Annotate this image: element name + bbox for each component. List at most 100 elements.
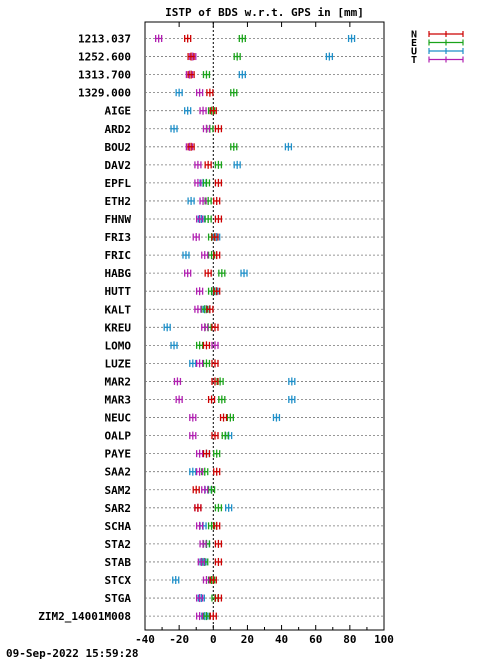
marker-n [214, 557, 223, 566]
station-label: SAA2 [105, 466, 132, 479]
marker-n [204, 160, 212, 169]
marker-n [214, 539, 223, 548]
marker-t [195, 215, 204, 223]
x-tick-label: -20 [169, 633, 189, 646]
marker-t [195, 594, 204, 603]
marker-n [219, 413, 228, 422]
station-label: ARD2 [105, 123, 132, 136]
station-label: FRI3 [105, 231, 132, 244]
station-label: STCX [105, 574, 132, 587]
station-label: STA2 [105, 538, 132, 551]
marker-n [204, 269, 212, 278]
marker-u [284, 142, 293, 151]
station-label: DAV2 [105, 159, 132, 172]
marker-n [202, 449, 211, 458]
marker-t [173, 377, 182, 386]
station-label: HUTT [105, 285, 132, 298]
marker-n [213, 196, 221, 205]
station-label: 1329.000 [78, 87, 131, 100]
marker-e [202, 612, 211, 621]
marker-u [347, 34, 356, 43]
marker-e [233, 52, 241, 61]
x-tick-label: 60 [309, 633, 322, 646]
marker-n [213, 521, 221, 530]
station-label: MAR3 [105, 394, 132, 407]
marker-e [218, 395, 226, 404]
station-label: LOMO [105, 339, 132, 352]
marker-u [272, 413, 281, 422]
station-label: 1313.700 [78, 69, 131, 82]
marker-n [207, 395, 216, 404]
marker-e [221, 431, 229, 440]
marker-n [214, 124, 223, 133]
marker-n [192, 485, 200, 494]
marker-n [184, 34, 192, 43]
marker-e [230, 142, 238, 151]
station-label: EPFL [105, 177, 132, 190]
marker-n [209, 106, 217, 115]
marker-u [288, 395, 296, 404]
marker-u [240, 269, 248, 278]
marker-t [201, 485, 209, 494]
marker-t [189, 413, 197, 422]
marker-u [170, 124, 178, 133]
station-label: LUZE [105, 357, 132, 370]
legend-label: U [411, 47, 417, 58]
station-label: KREU [105, 321, 132, 334]
marker-u [184, 106, 192, 115]
marker-t [194, 160, 202, 169]
x-tick-label: 80 [343, 633, 356, 646]
marker-n [187, 142, 195, 151]
marker-u [187, 196, 195, 205]
marker-n [211, 431, 219, 440]
marker-u [233, 160, 241, 169]
marker-n [209, 612, 217, 621]
x-tick-label: 100 [374, 633, 394, 646]
marker-t [195, 359, 204, 368]
marker-t [194, 178, 202, 187]
marker-u [175, 88, 183, 97]
station-label: SAM2 [105, 484, 132, 497]
marker-t [201, 323, 209, 332]
marker-t [195, 287, 204, 296]
marker-n [214, 215, 223, 223]
marker-u [189, 359, 197, 368]
station-label: HABG [105, 267, 132, 280]
marker-n [211, 233, 219, 242]
marker-u [189, 467, 197, 476]
marker-e [202, 70, 211, 79]
marker-n [202, 341, 211, 350]
marker-t [195, 88, 204, 97]
plot-frame [144, 21, 385, 631]
marker-e [214, 503, 223, 512]
station-label: BOU2 [105, 141, 132, 154]
marker-e [202, 178, 211, 187]
marker-t [195, 467, 204, 476]
station-label: 1252.600 [78, 51, 131, 64]
marker-u [163, 323, 171, 332]
timestamp-footer: 09-Sep-2022 15:59:28 [6, 647, 139, 660]
marker-n [213, 251, 221, 260]
marker-n [211, 377, 219, 386]
marker-e [213, 449, 221, 458]
marker-t [199, 539, 207, 548]
legend-label: E [411, 38, 417, 49]
station-label: STGA [105, 592, 132, 605]
legend-label: T [411, 55, 417, 66]
marker-n [187, 52, 195, 61]
station-label: STAB [105, 556, 132, 569]
station-label: ETH2 [105, 195, 132, 208]
marker-n [206, 305, 214, 314]
marker-n [213, 287, 221, 296]
marker-u [172, 576, 180, 584]
marker-t [184, 269, 192, 278]
marker-e [214, 160, 223, 169]
marker-t [197, 557, 205, 566]
marker-n [214, 594, 223, 603]
marker-t [195, 449, 204, 458]
marker-u [170, 341, 178, 350]
marker-n [209, 576, 217, 584]
station-label: ZIM2_14001M008 [38, 610, 131, 623]
station-label: FHNW [105, 213, 132, 226]
